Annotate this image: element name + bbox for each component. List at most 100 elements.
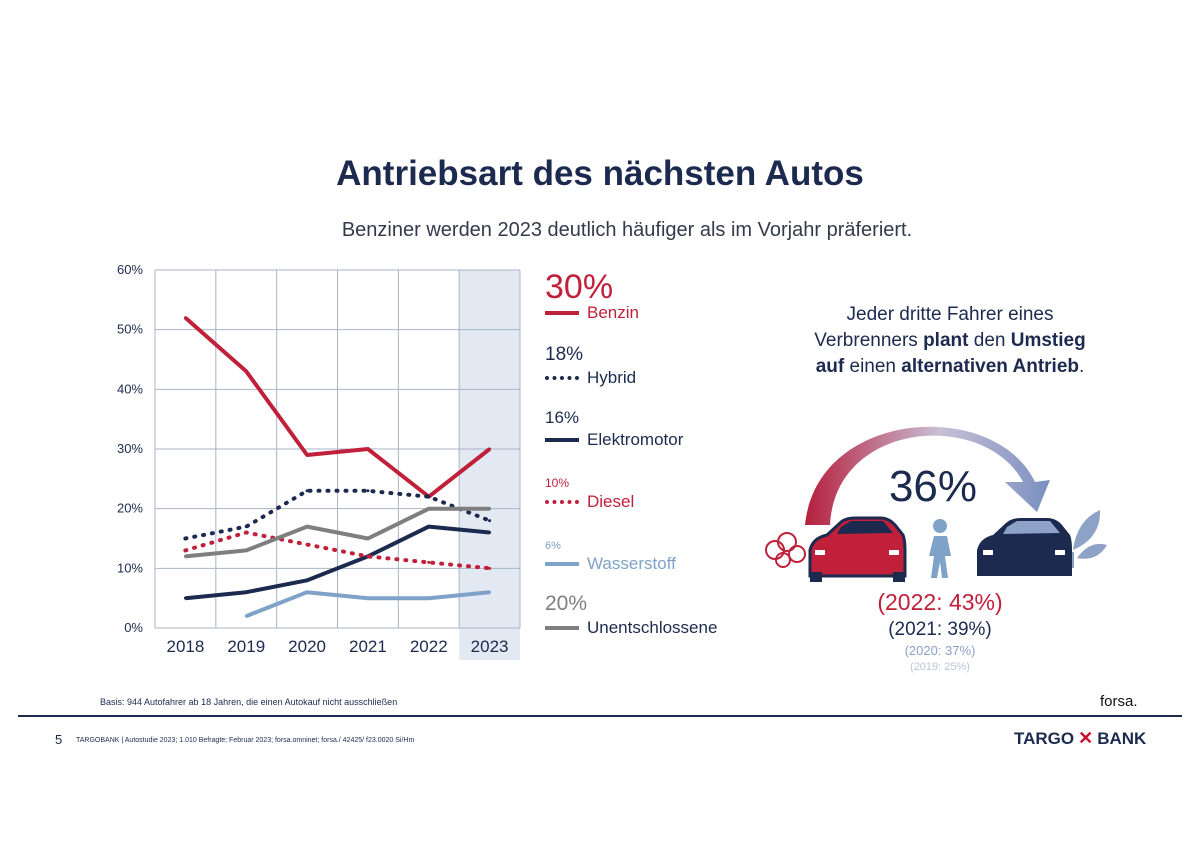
legend-wasserstoff-pct: 6%	[545, 540, 561, 552]
footer-source: TARGOBANK | Autostudie 2023; 1.010 Befra…	[76, 737, 415, 744]
note-text: einen	[844, 356, 902, 377]
note-line-2: Verbrenners plant den Umstieg	[760, 328, 1140, 354]
y-tick-label: 60%	[117, 262, 143, 277]
data-point-elektromotor	[488, 531, 492, 535]
note-emphasis: plant	[923, 330, 969, 351]
data-point-hybrid	[305, 489, 309, 493]
data-point-elektromotor	[183, 596, 187, 600]
note-text: Verbrenners	[814, 330, 924, 351]
history-2022: (2022: 43%)	[877, 589, 1003, 615]
x-tick-label: 2018	[167, 637, 205, 656]
data-point-wasserstoff	[244, 614, 248, 618]
brand-x-icon: ✕	[1078, 728, 1094, 748]
legend-elektromotor-pct: 16%	[545, 408, 580, 427]
data-point-hybrid	[183, 537, 187, 540]
basis-note: Basis: 944 Autofahrer ab 18 Jahren, die …	[100, 697, 398, 707]
data-point-diesel	[244, 531, 248, 535]
note-text: den	[968, 330, 1011, 351]
legend-hybrid-pct: 18%	[545, 344, 584, 365]
series-line-elektromotor	[185, 524, 490, 601]
y-tick-label: 40%	[117, 381, 143, 396]
history-2020: (2020: 37%)	[904, 643, 976, 658]
y-tick-label: 20%	[117, 501, 143, 516]
page-title: Antriebsart des nächsten Autos	[336, 154, 864, 193]
x-tick-label: 2021	[349, 637, 387, 656]
y-tick-label: 30%	[117, 441, 143, 456]
x-tick-label: 2019	[227, 637, 265, 656]
line-chart: 0% 10% 20% 30% 40% 50% 60% 2018 2019 2020 2021 2022…	[117, 262, 521, 660]
legend-diesel-pct: 10%	[545, 476, 570, 490]
data-point-unentschlossene	[305, 525, 309, 529]
legend-diesel-swatch	[545, 500, 579, 504]
note-emphasis: Umstieg	[1010, 330, 1086, 351]
legend-unentschlossene-swatch	[545, 626, 579, 630]
data-point-benzin	[488, 447, 492, 451]
note-emphasis: auf	[815, 356, 845, 377]
data-point-unentschlossene	[366, 537, 370, 540]
forsa-logo: forsa.	[1100, 693, 1138, 710]
y-tick-label: 10%	[117, 560, 143, 575]
note-text: .	[1079, 356, 1085, 377]
data-point-diesel	[366, 554, 370, 558]
legend-hybrid: 18% Hybrid	[545, 344, 636, 388]
data-point-benzin	[183, 316, 187, 320]
legend-wasserstoff-swatch	[545, 562, 579, 566]
data-point-diesel	[427, 560, 431, 564]
data-point-unentschlossene	[183, 554, 187, 558]
legend-unentschlossene: 20% Unentschlossene	[545, 592, 717, 638]
data-point-hybrid	[427, 495, 431, 499]
legend-unentschlossene-pct: 20%	[545, 592, 588, 615]
legend-wasserstoff-label: Wasserstoff	[587, 554, 676, 573]
page-number: 5	[55, 732, 63, 747]
brand-right: BANK	[1097, 728, 1147, 748]
legend-diesel-label: Diesel	[587, 492, 635, 511]
car-navy-icon	[977, 518, 1072, 576]
data-point-hybrid	[366, 489, 370, 493]
x-tick-label: 2022	[410, 637, 448, 656]
legend-benzin-swatch	[545, 311, 579, 315]
data-point-wasserstoff	[488, 590, 492, 594]
legend-hybrid-swatch	[545, 376, 579, 380]
series-line-hybrid	[183, 488, 492, 541]
y-tick-label: 50%	[117, 322, 143, 337]
switch-note: Jeder dritte Fahrer eines Verbrenners pl…	[760, 302, 1140, 380]
history-2019: (2019: 25%)	[910, 661, 970, 673]
data-point-unentschlossene	[244, 548, 248, 552]
legend-benzin: 30% Benzin	[545, 268, 639, 323]
history-2021: (2021: 39%)	[888, 619, 992, 640]
page-subtitle: Benziner werden 2023 deutlich häufiger a…	[341, 219, 913, 241]
switch-illustration	[765, 426, 1107, 582]
data-point-elektromotor	[427, 525, 431, 529]
series-line-unentschlossene	[185, 506, 490, 559]
pedestrian-icon	[929, 519, 951, 578]
legend-elektromotor-swatch	[545, 438, 579, 442]
legend-benzin-label: Benzin	[587, 303, 639, 322]
data-point-unentschlossene	[427, 507, 431, 511]
data-point-wasserstoff	[427, 596, 431, 600]
legend-elektromotor-label: Elektromotor	[587, 430, 684, 449]
series-line-wasserstoff	[245, 590, 490, 618]
data-point-diesel	[305, 542, 309, 546]
data-point-diesel	[183, 548, 187, 552]
smoke-icon	[765, 532, 806, 568]
data-point-wasserstoff	[305, 590, 309, 594]
legend-wasserstoff: 6% Wasserstoff	[545, 540, 676, 574]
x-tick-label: 2020	[288, 637, 326, 656]
data-point-benzin	[244, 369, 248, 373]
data-point-hybrid	[244, 525, 248, 529]
data-point-benzin	[305, 453, 309, 457]
legend-diesel: 10% Diesel	[545, 476, 634, 512]
note-line-1: Jeder dritte Fahrer eines	[846, 304, 1054, 325]
data-point-hybrid	[488, 519, 492, 523]
data-point-elektromotor	[305, 578, 309, 582]
data-point-benzin	[366, 447, 370, 451]
leaf-icon	[1072, 510, 1107, 568]
arc-arrow-icon	[805, 426, 1050, 525]
x-tick-label: 2023	[471, 637, 509, 656]
note-line-3: auf einen alternativen Antrieb.	[760, 354, 1140, 380]
car-red-icon	[808, 516, 907, 582]
legend-benzin-pct: 30%	[545, 268, 614, 306]
legend-unentschlossene-label: Unentschlossene	[587, 618, 718, 637]
switch-share: 36%	[888, 462, 978, 511]
series-line-benzin	[184, 316, 491, 499]
